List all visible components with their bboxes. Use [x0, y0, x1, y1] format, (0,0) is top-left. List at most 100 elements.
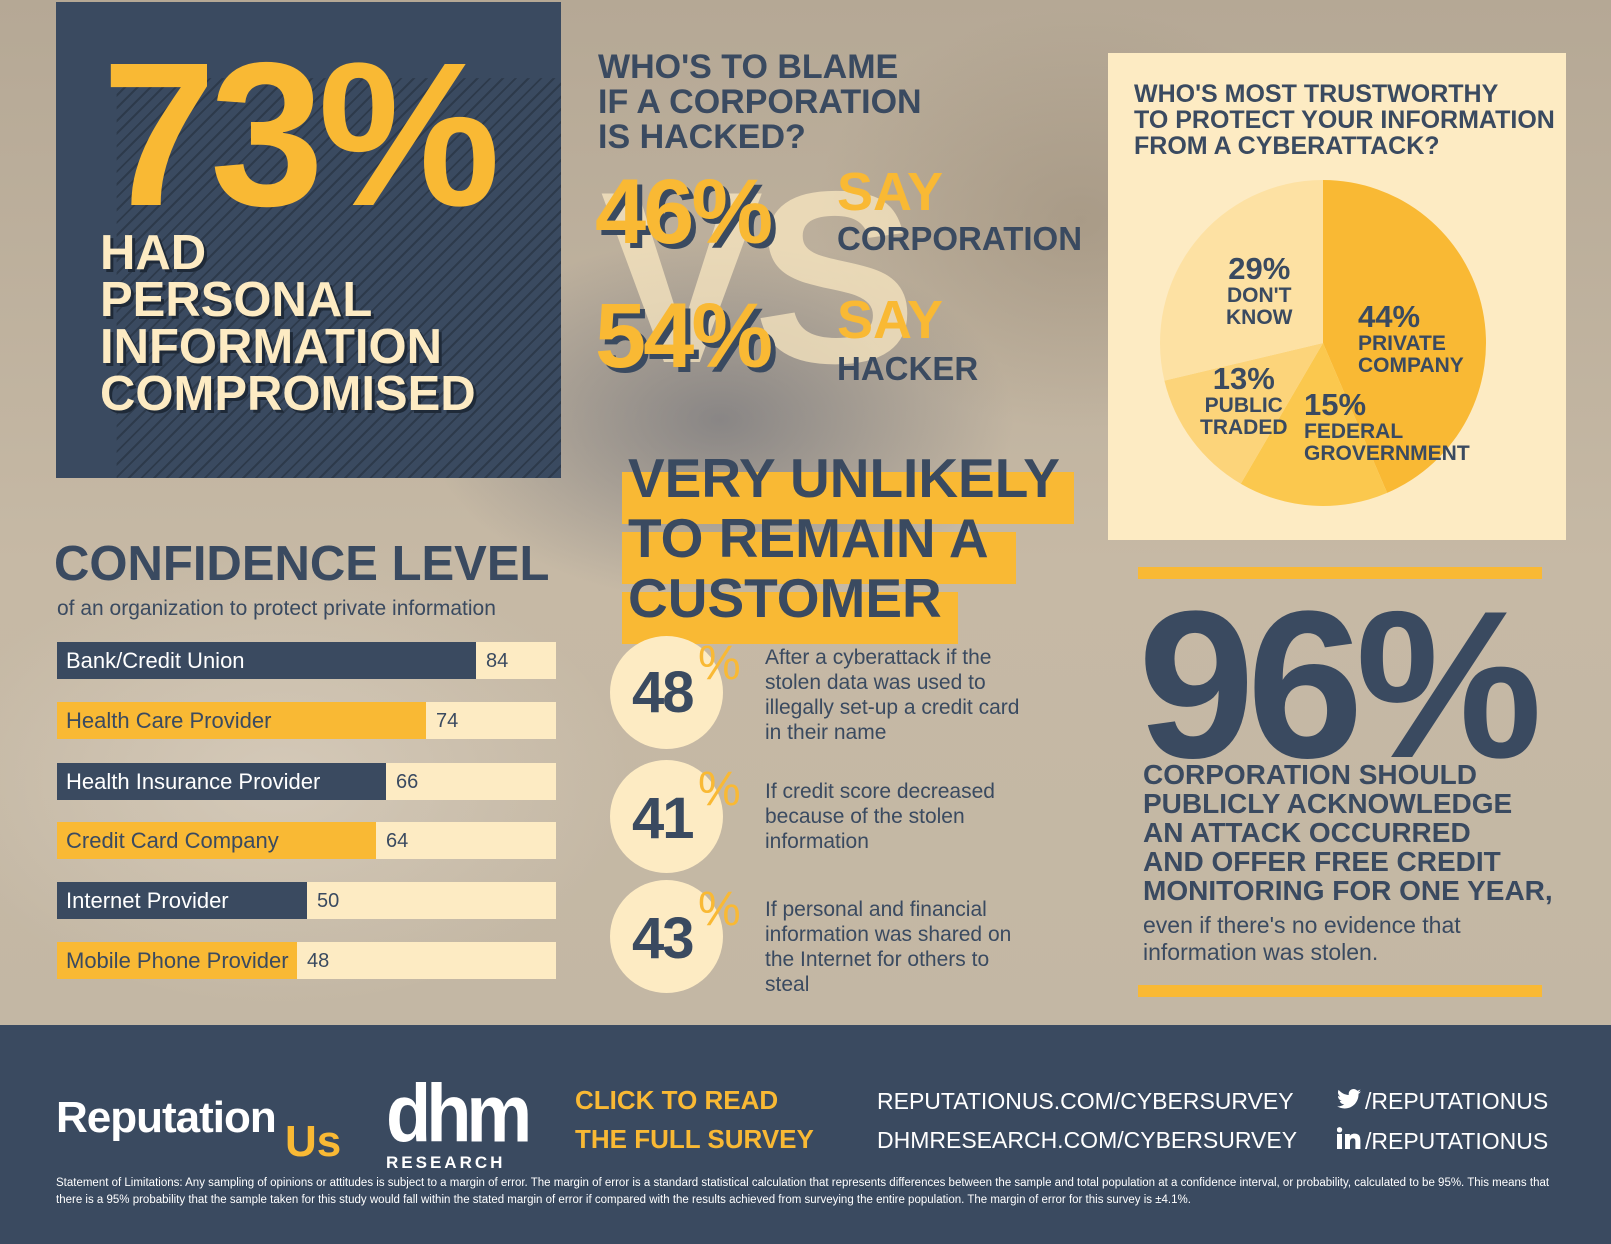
pie-label-text: FEDERAL	[1304, 420, 1404, 443]
bar-value: 66	[396, 771, 419, 793]
stat-percent-sign: %	[698, 763, 741, 816]
headline-line: COMPROMISED	[100, 367, 476, 421]
stat-description: If personal and financial information wa…	[765, 898, 1012, 996]
headline-line: INFORMATION	[100, 320, 443, 374]
twitter-link[interactable]: /REPUTATIONUS	[1337, 1081, 1548, 1121]
social-links: /REPUTATIONUS /REPUTATIONUS	[1336, 1081, 1549, 1161]
unlikely-title-line: VERY UNLIKELY	[628, 447, 1060, 509]
footer: Reputation Us dhm RESEARCH CLICK TO READ…	[0, 1025, 1611, 1244]
bar-row: Health Care Provider 74	[57, 702, 556, 739]
cta-line: CLICK TO READ	[575, 1085, 779, 1115]
headline-panel: 73% HAD PERSONAL INFORMATION COMPROMISED	[56, 2, 561, 478]
pie-slice	[1323, 180, 1486, 493]
dhmresearch-url-link[interactable]: DHMRESEARCH.COM/CYBERSURVEY	[877, 1127, 1298, 1153]
stat-96-note: even if there's no evidence that informa…	[1143, 912, 1461, 965]
pie-label-private: 44% PRIVATE COMPANY	[1358, 301, 1464, 377]
pie-label-percent: 15%	[1304, 387, 1367, 422]
stat-96-statement: CORPORATION SHOULD PUBLICLY ACKNOWLEDGE …	[1143, 760, 1553, 905]
bar-row: Credit Card Company 64	[57, 822, 556, 859]
title-highlight	[622, 592, 958, 644]
stat-percent-sign: %	[698, 883, 741, 936]
bar-label: Health Care Provider	[66, 708, 272, 733]
bar	[57, 763, 386, 800]
headline-line: PERSONAL	[100, 273, 373, 327]
trust-title-line: WHO'S MOST TRUSTWORTHY	[1134, 80, 1499, 108]
stripe-pattern	[116, 78, 561, 478]
dhm-logo-subtitle: RESEARCH	[386, 1153, 506, 1172]
bar	[57, 702, 426, 739]
bar-row: Health Insurance Provider 66	[57, 763, 556, 800]
corporation-percent: 46%	[595, 161, 773, 263]
headline-line: HAD	[100, 226, 207, 280]
hacker-label: HACKER	[837, 350, 979, 387]
corporation-say: SAY	[837, 162, 944, 222]
divider-rule	[1138, 567, 1542, 579]
statement-of-limitations: Statement of Limitations: Any sampling o…	[56, 1177, 1550, 1206]
bar-label: Internet Provider	[66, 888, 229, 913]
pie-label-public: 13% PUBLIC TRADED	[1200, 363, 1288, 439]
pie-label-federal: 15% FEDERAL GROVERNMENT	[1304, 389, 1470, 465]
blame-title-line: WHO'S TO BLAME	[598, 48, 899, 86]
pie-slice	[1240, 343, 1388, 506]
trust-title-line: FROM A CYBERATTACK?	[1134, 132, 1440, 160]
reputationus-logo[interactable]: Reputation	[56, 1093, 277, 1142]
pie-slice	[1164, 343, 1323, 484]
bar-value: 64	[386, 830, 409, 852]
pie-label-text: TRADED	[1200, 416, 1288, 439]
pie-slice	[1160, 180, 1323, 381]
bar	[57, 642, 476, 679]
unlikely-title-line: CUSTOMER	[628, 567, 942, 629]
bar-value: 48	[307, 950, 330, 972]
trust-title: WHO'S MOST TRUSTWORTHY TO PROTECT YOUR I…	[1134, 81, 1555, 159]
linkedin-handle: /REPUTATIONUS	[1365, 1128, 1549, 1154]
stat-value: 43	[632, 906, 694, 971]
pie-label-text: KNOW	[1226, 306, 1293, 329]
bar	[57, 942, 297, 979]
bar-label: Bank/Credit Union	[66, 648, 245, 673]
stat-percent-sign: %	[698, 637, 741, 690]
stat-value: 41	[632, 786, 694, 851]
trust-title-line: TO PROTECT YOUR INFORMATION	[1134, 106, 1555, 134]
bar	[57, 822, 376, 859]
pie-label-text: DON'T	[1227, 284, 1292, 307]
hacker-say: SAY	[837, 290, 944, 350]
stat-description: If credit score decreased because of the…	[765, 780, 995, 853]
pie-label-dont-know: 29% DON'T KNOW	[1226, 253, 1293, 329]
linkedin-icon	[1336, 1121, 1365, 1161]
trust-panel: WHO'S MOST TRUSTWORTHY TO PROTECT YOUR I…	[1108, 53, 1566, 540]
cta-line: THE FULL SURVEY	[575, 1124, 814, 1154]
stat-description: After a cyberattack if the stolen data w…	[765, 646, 1020, 744]
unlikely-title-line: TO REMAIN A	[628, 507, 989, 569]
title-highlight	[622, 532, 1016, 584]
blame-title-line: IS HACKED?	[598, 118, 806, 156]
statement-line: CORPORATION SHOULD	[1143, 759, 1477, 790]
read-survey-link[interactable]: CLICK TO READ THE FULL SURVEY	[575, 1081, 814, 1159]
pie-label-percent: 13%	[1212, 361, 1275, 396]
bar-row: Internet Provider 50	[57, 882, 556, 919]
stat-value: 48	[632, 660, 694, 725]
reputationus-url-link[interactable]: REPUTATIONUS.COM/CYBERSURVEY	[877, 1088, 1294, 1114]
reputationus-logo-us: Us	[285, 1117, 342, 1166]
divider-rule	[1138, 985, 1542, 997]
stat-96-percent: 96%	[1138, 567, 1542, 802]
pie-label-text: COMPANY	[1358, 354, 1464, 377]
pie-label-percent: 44%	[1358, 299, 1421, 334]
bar-value: 74	[436, 710, 459, 732]
confidence-subtitle: of an organization to protect private in…	[57, 597, 496, 620]
bar-label: Health Insurance Provider	[66, 769, 321, 794]
bar-row: Bank/Credit Union 84	[57, 642, 556, 679]
statement-line: MONITORING FOR ONE YEAR,	[1143, 875, 1553, 906]
bar-value: 84	[486, 650, 509, 672]
bar-label: Mobile Phone Provider	[66, 948, 289, 973]
corporation-label: CORPORATION	[837, 220, 1083, 257]
vs-watermark: VS	[600, 140, 917, 414]
dhm-logo[interactable]: dhm	[386, 1067, 532, 1160]
blame-title: WHO'S TO BLAME IF A CORPORATION IS HACKE…	[598, 50, 922, 155]
pie-label-percent: 29%	[1228, 251, 1291, 286]
bar-value: 50	[317, 890, 340, 912]
survey-urls: REPUTATIONUS.COM/CYBERSURVEY DHMRESEARCH…	[877, 1082, 1297, 1160]
bar-label: Credit Card Company	[66, 828, 279, 853]
headline-percent: 73%	[102, 20, 500, 249]
statement-line: AND OFFER FREE CREDIT	[1143, 846, 1501, 877]
linkedin-link[interactable]: /REPUTATIONUS	[1336, 1121, 1549, 1161]
